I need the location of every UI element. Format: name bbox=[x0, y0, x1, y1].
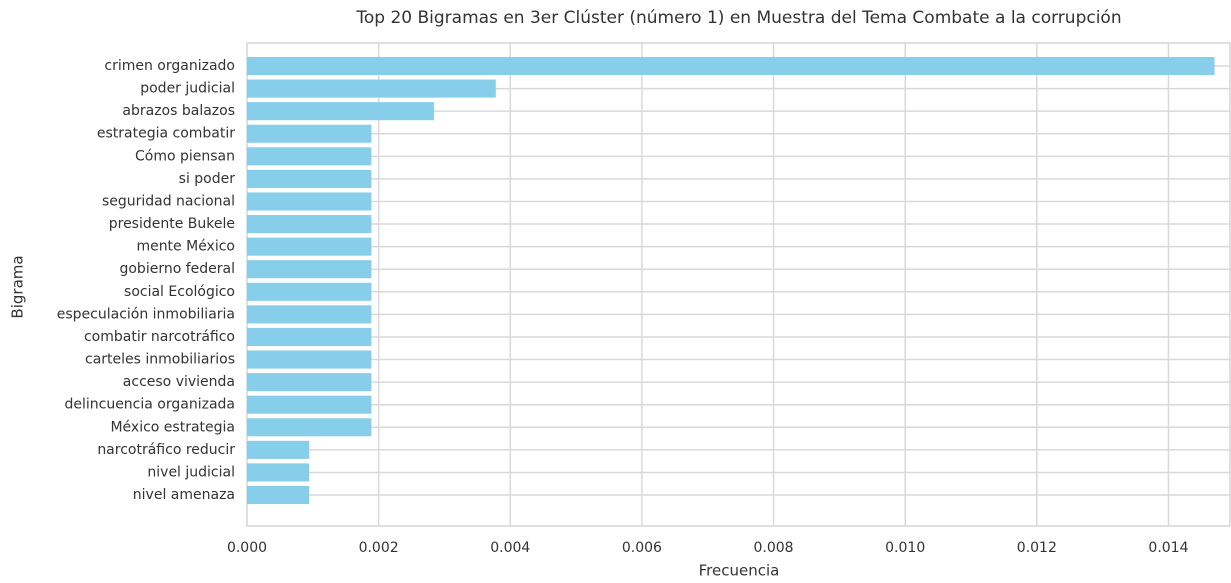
bar bbox=[247, 440, 310, 459]
y-tick-label: carteles inmobiliarios bbox=[85, 352, 235, 368]
y-tick-label: seguridad nacional bbox=[102, 193, 235, 209]
bar bbox=[247, 373, 372, 392]
y-tick-label: estrategia combatir bbox=[97, 126, 235, 142]
bar bbox=[247, 56, 1215, 76]
y-tick-label: mente México bbox=[136, 239, 235, 255]
bar bbox=[247, 350, 372, 369]
y-tick-label: especulación inmobiliaria bbox=[57, 306, 235, 322]
plot-area bbox=[246, 42, 1231, 527]
bar bbox=[247, 215, 372, 234]
y-tick-label: abrazos balazos bbox=[122, 103, 235, 119]
y-axis-label: Bigrama bbox=[9, 255, 27, 318]
bar bbox=[247, 418, 372, 437]
x-axis-label: Frecuencia bbox=[699, 562, 780, 580]
bar bbox=[247, 327, 372, 346]
x-tick-label: 0.006 bbox=[622, 540, 662, 556]
bar bbox=[247, 395, 372, 414]
y-tick-label: combatir narcotráfico bbox=[84, 329, 235, 345]
x-tick-label: 0.012 bbox=[1017, 540, 1057, 556]
bar bbox=[247, 169, 372, 188]
bar bbox=[247, 147, 372, 166]
y-tick-label: delincuencia organizada bbox=[64, 397, 235, 413]
y-tick-label: gobierno federal bbox=[119, 261, 235, 277]
bar bbox=[247, 192, 372, 211]
bar bbox=[247, 485, 310, 505]
bar bbox=[247, 237, 372, 256]
y-tick-label: nivel amenaza bbox=[133, 487, 235, 503]
y-tick-label: social Ecológico bbox=[124, 284, 235, 300]
x-tick-label: 0.002 bbox=[359, 540, 399, 556]
x-tick-label: 0.010 bbox=[885, 540, 925, 556]
y-tick-label: Cómo piensan bbox=[135, 148, 235, 164]
y-tick-label: si poder bbox=[179, 171, 236, 187]
x-tick-label: 0.004 bbox=[490, 540, 530, 556]
y-tick-label: presidente Bukele bbox=[109, 216, 235, 232]
x-tick-label: 0.014 bbox=[1148, 540, 1188, 556]
y-tick-label: nivel judicial bbox=[147, 464, 235, 480]
bar bbox=[247, 305, 372, 324]
bar bbox=[247, 124, 372, 143]
bar bbox=[247, 79, 496, 98]
y-tick-label: poder judicial bbox=[140, 81, 235, 97]
x-tick-label: 0.008 bbox=[754, 540, 794, 556]
bar bbox=[247, 282, 372, 301]
y-tick-label: narcotráfico reducir bbox=[97, 442, 235, 458]
y-tick-label: acceso vivienda bbox=[123, 374, 235, 390]
x-tick-label: 0.000 bbox=[227, 540, 267, 556]
bar bbox=[247, 463, 310, 482]
bar bbox=[247, 260, 372, 279]
bar bbox=[247, 102, 434, 121]
chart-title: Top 20 Bigramas en 3er Clúster (número 1… bbox=[355, 8, 1121, 28]
y-tick-label: México estrategia bbox=[110, 419, 235, 435]
y-tick-label: crimen organizado bbox=[104, 58, 235, 74]
